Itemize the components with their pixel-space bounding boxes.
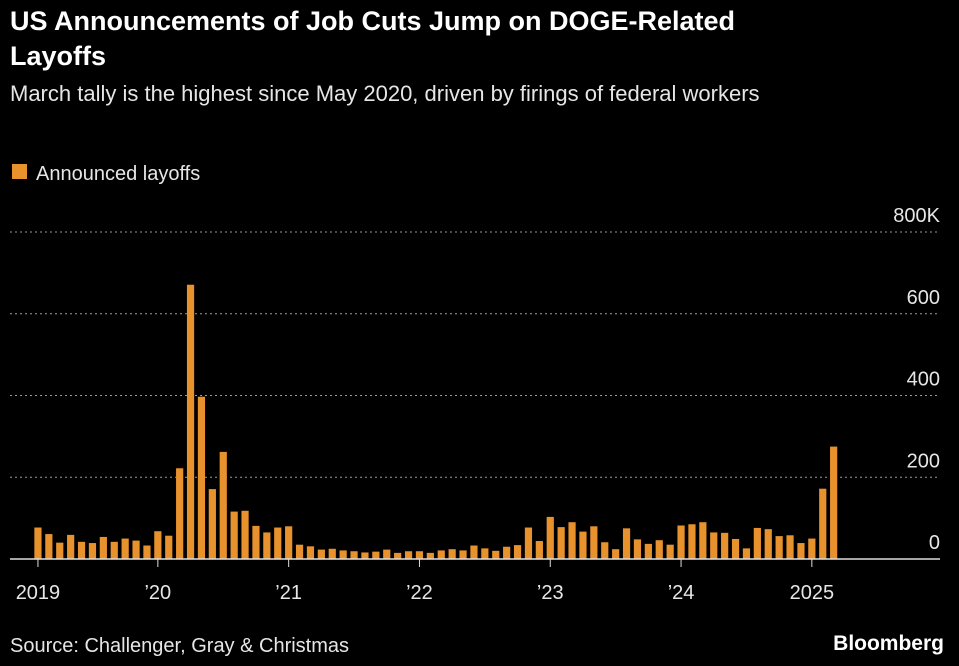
bar (230, 511, 238, 559)
y-tick-label: 0 (929, 532, 940, 554)
y-tick-label: 200 (907, 450, 940, 472)
bar (99, 536, 107, 559)
source: Source: Challenger, Gray & Christmas (10, 635, 349, 657)
bar (808, 538, 816, 559)
bar (176, 468, 184, 559)
bar (612, 549, 620, 559)
bar (121, 538, 129, 559)
bar (394, 552, 402, 559)
bar (186, 284, 195, 559)
x-tick-label: ’23 (537, 582, 564, 604)
bar (383, 549, 391, 559)
bar (45, 534, 53, 559)
bar (742, 548, 751, 559)
bar (764, 529, 772, 559)
bar (56, 542, 64, 559)
bar (819, 488, 827, 559)
bar (165, 535, 173, 559)
y-tick-label: 600 (907, 287, 940, 309)
legend-swatch (12, 164, 27, 179)
bar (448, 549, 456, 559)
bar (34, 527, 42, 559)
bar (263, 532, 271, 559)
bar (688, 524, 696, 559)
bar (568, 522, 576, 559)
x-tick-label: ’20 (144, 582, 171, 604)
bar (372, 551, 380, 559)
bar (415, 551, 424, 559)
bar (721, 532, 729, 559)
bar (339, 550, 347, 559)
bar (274, 527, 282, 559)
bar (285, 526, 293, 559)
bar (317, 549, 325, 559)
x-tick-label: 2025 (790, 582, 835, 604)
bar (775, 536, 783, 559)
x-tick-label: ’21 (275, 582, 302, 604)
bar (437, 550, 445, 559)
bar (503, 546, 511, 559)
y-tick-label: 800K (893, 205, 940, 227)
x-tick-label: 2019 (16, 582, 61, 604)
bar (77, 541, 86, 559)
bar (404, 551, 413, 559)
bar (557, 527, 565, 559)
bar (546, 516, 554, 559)
bar (590, 526, 598, 559)
bar (579, 531, 587, 559)
chart-title: US Announcements of Job Cuts Jump on DOG… (10, 6, 736, 71)
bar (154, 531, 162, 559)
bar (633, 539, 642, 559)
bar (132, 540, 140, 559)
bar (208, 489, 216, 559)
bar (492, 550, 500, 559)
bar (481, 548, 489, 559)
bar (710, 532, 718, 559)
bar (677, 525, 685, 559)
legend-label: Announced layoffs (36, 163, 200, 185)
bar (197, 396, 206, 559)
bar (644, 543, 652, 559)
bar (67, 534, 75, 559)
bar (306, 546, 315, 559)
bar (655, 540, 663, 559)
bar (328, 548, 336, 559)
y-tick-label: 400 (907, 369, 940, 391)
bar (797, 543, 805, 559)
bar (88, 543, 97, 559)
bar (753, 527, 761, 559)
bar (350, 551, 358, 559)
bar (219, 451, 227, 559)
bar (110, 541, 118, 559)
bar (601, 542, 609, 559)
bar (143, 545, 151, 559)
x-tick-label: ’22 (406, 582, 433, 604)
bar (786, 535, 794, 559)
bar (622, 528, 631, 559)
bar (699, 522, 707, 559)
bar (731, 538, 740, 559)
chart-subtitle: March tally is the highest since May 202… (10, 81, 760, 106)
bar (513, 545, 522, 559)
bar (470, 545, 478, 559)
bar (666, 544, 674, 559)
bar (535, 541, 543, 559)
bar (459, 550, 467, 559)
bar (361, 552, 369, 559)
bar (830, 446, 838, 559)
bar (524, 527, 533, 559)
brand: Bloomberg (833, 632, 944, 655)
x-tick-label: ’24 (668, 582, 695, 604)
bar (295, 544, 304, 559)
bar (252, 525, 260, 559)
bar (241, 510, 249, 559)
bar (426, 552, 434, 559)
